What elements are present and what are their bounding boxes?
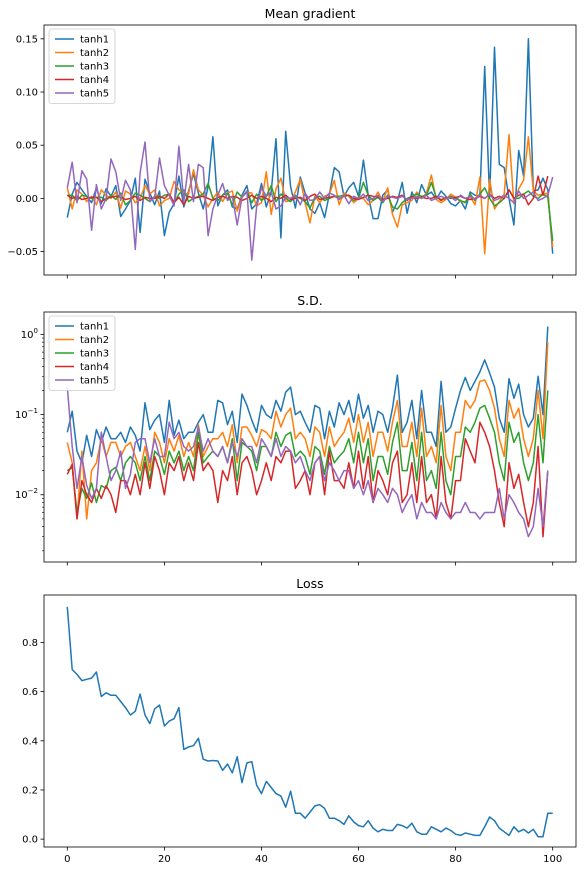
y-tick-label: 0.4 (22, 736, 38, 747)
axes-frame (43, 311, 577, 563)
y-tick-label: 0.0 (22, 835, 38, 846)
legend-label: tanh5 (80, 89, 109, 100)
legend-label: tanh2 (80, 48, 109, 59)
legend-label: tanh5 (80, 376, 109, 387)
legend-label: tanh1 (80, 322, 109, 333)
y-tick-label: 10−1 (15, 407, 38, 421)
y-tick-label: 0.2 (22, 785, 38, 796)
sd-chart: S.D. 10−2 10−1 100 tanh1 tanh2 tanh3 tanh4 tan… (15, 293, 577, 566)
chart-title: S.D. (297, 293, 323, 308)
series-line-tanh2 (66, 342, 549, 520)
y-tick-label: −0.05 (7, 247, 38, 258)
legend-label: tanh3 (80, 349, 109, 360)
legend-label: tanh4 (80, 75, 109, 86)
x-tick-label: 80 (449, 854, 462, 865)
loss-chart: Loss 0.0 0.2 0.4 0.6 0.8 0 20 40 60 80 100 (22, 576, 577, 865)
series-line-loss (66, 606, 553, 838)
x-tick-label: 20 (158, 854, 171, 865)
series-line-tanh5 (66, 387, 549, 538)
legend-label: tanh1 (80, 35, 109, 46)
x-tick-label: 40 (255, 854, 268, 865)
y-tick-label: 100 (21, 327, 38, 341)
x-tick-label: 60 (352, 854, 365, 865)
chart-title: Loss (296, 576, 323, 591)
y-tick-label: 0.6 (22, 687, 38, 698)
x-tick-label: 0 (64, 854, 70, 865)
y-tick-label: 0.15 (16, 34, 38, 45)
series-line-tanh3 (66, 390, 549, 514)
series-line-tanh4 (66, 421, 549, 538)
legend-label: tanh3 (80, 62, 109, 73)
chart-title: Mean gradient (265, 6, 356, 21)
series-line-tanh5 (66, 141, 554, 261)
y-tick-label: 0.10 (16, 88, 38, 99)
y-tick-label: 10−2 (15, 487, 38, 501)
series-line-tanh4 (66, 175, 549, 206)
axes-frame (43, 24, 577, 276)
y-tick-label: 0.05 (16, 141, 38, 152)
legend-label: tanh2 (80, 335, 109, 346)
y-tick-label: 0.8 (22, 638, 38, 649)
legend-box (48, 28, 116, 104)
legend-label: tanh4 (80, 362, 109, 373)
axes-frame (43, 594, 577, 848)
legend-box (48, 315, 116, 391)
series-line-tanh1 (66, 326, 549, 464)
x-tick-label: 100 (543, 854, 562, 865)
series-line-tanh3 (67, 181, 554, 242)
y-tick-label: 0.00 (16, 194, 38, 205)
mean-gradient-chart: Mean gradient −0.05 0.00 0.05 0.10 0.15 tanh… (7, 6, 577, 279)
